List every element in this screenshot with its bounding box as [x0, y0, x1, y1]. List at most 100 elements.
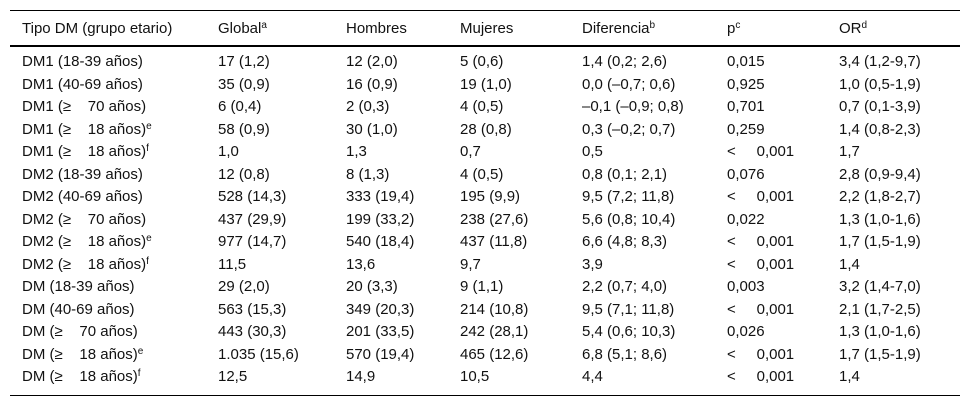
table-cell: 58 (0,9) [218, 119, 346, 142]
cell-text: 1,0 (0,5-1,9) [839, 75, 921, 93]
cell-text: Mujeres [460, 19, 514, 37]
table-cell: 1,0 [218, 141, 346, 164]
table-cell: 0,0 (–0,7; 0,6) [582, 74, 727, 97]
cell-text: 2 (0,3) [346, 98, 390, 115]
cell-text: 2,8 (0,9-9,4) [839, 165, 921, 183]
cell-text: 2,2 (1,8-2,7) [839, 188, 921, 205]
cell-text: OR [839, 19, 862, 37]
table-cell: 35 (0,9) [218, 74, 346, 97]
cell-text: 28 (0,8) [460, 120, 512, 138]
table-cell: 3,2 (1,4-7,0) [839, 276, 960, 299]
table-cell: 8 (1,3) [346, 164, 460, 187]
row-label: DM2 (40-69 años) [10, 186, 218, 209]
table-cell: 14,9 [346, 366, 460, 395]
cell-text: 6,8 (5,1; 8,6) [582, 345, 668, 363]
table-row: DM1 (40-69 años) 35 (0,9) 16 (0,9) 19 (1,0)… [10, 74, 960, 97]
table-cell: 2,1 (1,7-2,5) [839, 299, 960, 322]
cell-text: 201 (33,5) [346, 323, 415, 340]
cell-text: < 0,001 [727, 345, 795, 363]
cell-text: 9 (1,1) [460, 278, 504, 295]
cell-text: 1,7 (1,5-1,9) [839, 233, 921, 250]
cell-text: < 0,001 [727, 143, 795, 160]
table-row: DM2 (≥ 18 años)e 977 (14,7) 540 (18,4) 437 … [10, 231, 960, 254]
cell-text: 30 (1,0) [346, 120, 398, 138]
cell-text: 195 (9,9) [460, 188, 521, 205]
cell-text: 1,7 [839, 143, 860, 160]
cell-text: DM2 (18-39 años) [22, 165, 143, 183]
cell-text: 13,6 [346, 255, 376, 273]
cell-text: 528 (14,3) [218, 188, 287, 205]
cell-text: DM (40-69 años) [22, 300, 135, 318]
footnote-marker: d [861, 19, 868, 31]
table-cell: 195 (9,9) [460, 186, 582, 209]
cell-text: 1,3 (1,0-1,6) [839, 210, 921, 228]
table-cell: 0,701 [727, 96, 839, 119]
cell-text: 0,076 [727, 165, 765, 183]
table-cell: 20 (3,3) [346, 276, 460, 299]
table-row: DM2 (40-69 años) 528 (14,3) 333 (19,4) 195 … [10, 186, 960, 209]
cell-text: Tipo DM (grupo etario) [22, 19, 173, 37]
cell-text: 0,022 [727, 210, 765, 228]
cell-text: 11,5 [218, 255, 247, 273]
table-cell: 465 (12,6) [460, 344, 582, 367]
row-label: DM1 (40-69 años) [10, 74, 218, 97]
cell-text: DM (18-39 años) [22, 278, 135, 295]
table-cell: 30 (1,0) [346, 119, 460, 142]
cell-text: 199 (33,2) [346, 210, 415, 228]
cell-text: 0,701 [727, 98, 765, 115]
cell-text: 349 (20,3) [346, 300, 415, 318]
cell-text: 5,6 (0,8; 10,4) [582, 210, 676, 228]
cell-text: < 0,001 [727, 233, 795, 250]
column-header: Mujeres [460, 10, 582, 47]
cell-text: 540 (18,4) [346, 233, 415, 250]
table-cell: 9,5 (7,1; 11,8) [582, 299, 727, 322]
cell-text: DM (≥ 18 años) [22, 345, 138, 363]
cell-text: 0,026 [727, 323, 765, 340]
cell-text: 0,003 [727, 278, 765, 295]
table-cell: < 0,001 [727, 231, 839, 254]
table-cell: 28 (0,8) [460, 119, 582, 142]
cell-text: 6 (0,4) [218, 98, 262, 115]
cell-text: 0,8 (0,1; 2,1) [582, 165, 668, 183]
cell-text: 1.035 (15,6) [218, 345, 299, 363]
cell-text: 12 (0,8) [218, 165, 270, 183]
row-label: DM (≥ 70 años) [10, 321, 218, 344]
cell-text: 10,5 [460, 368, 490, 385]
table-cell: < 0,001 [727, 366, 839, 395]
prevalence-table-container: Tipo DM (grupo etario) Globala Hombres Muje… [10, 10, 960, 396]
table-cell: 29 (2,0) [218, 276, 346, 299]
table-cell: 5,4 (0,6; 10,3) [582, 321, 727, 344]
table-cell: 2,2 (0,7; 4,0) [582, 276, 727, 299]
table-row: DM (≥ 18 años)e 1.035 (15,6) 570 (19,4) 465… [10, 344, 960, 367]
table-cell: 1,4 (0,8-2,3) [839, 119, 960, 142]
prevalence-table: Tipo DM (grupo etario) Globala Hombres Muje… [10, 10, 960, 396]
table-cell: 3,4 (1,2-9,7) [839, 46, 960, 74]
footnote-marker: c [735, 19, 741, 31]
table-cell: < 0,001 [727, 254, 839, 277]
table-cell: 1,4 [839, 366, 960, 395]
table-cell: 0,003 [727, 276, 839, 299]
cell-text: 1,3 (1,0-1,6) [839, 323, 921, 340]
cell-text: DM1 (≥ 18 años) [22, 120, 147, 138]
table-cell: 1.035 (15,6) [218, 344, 346, 367]
cell-text: DM2 (≥ 70 años) [22, 210, 147, 228]
cell-text: 1,4 [839, 255, 860, 273]
table-cell: 437 (29,9) [218, 209, 346, 232]
cell-text: 570 (19,4) [346, 345, 415, 363]
cell-text: 3,4 (1,2-9,7) [839, 53, 921, 70]
cell-text: DM (≥ 18 años) [22, 368, 138, 385]
table-cell: 0,8 (0,1; 2,1) [582, 164, 727, 187]
row-label: DM2 (≥ 18 años)e [10, 231, 218, 254]
table-cell: 201 (33,5) [346, 321, 460, 344]
table-cell: 6,6 (4,8; 8,3) [582, 231, 727, 254]
table-cell: 563 (15,3) [218, 299, 346, 322]
cell-text: 35 (0,9) [218, 75, 270, 93]
table-cell: 242 (28,1) [460, 321, 582, 344]
column-header: pc [727, 10, 839, 47]
cell-text: 8 (1,3) [346, 165, 390, 183]
cell-text: DM2 (40-69 años) [22, 188, 143, 205]
cell-text: 443 (30,3) [218, 323, 287, 340]
table-cell: 1,7 [839, 141, 960, 164]
cell-text: < 0,001 [727, 300, 795, 318]
table-cell: 4 (0,5) [460, 164, 582, 187]
